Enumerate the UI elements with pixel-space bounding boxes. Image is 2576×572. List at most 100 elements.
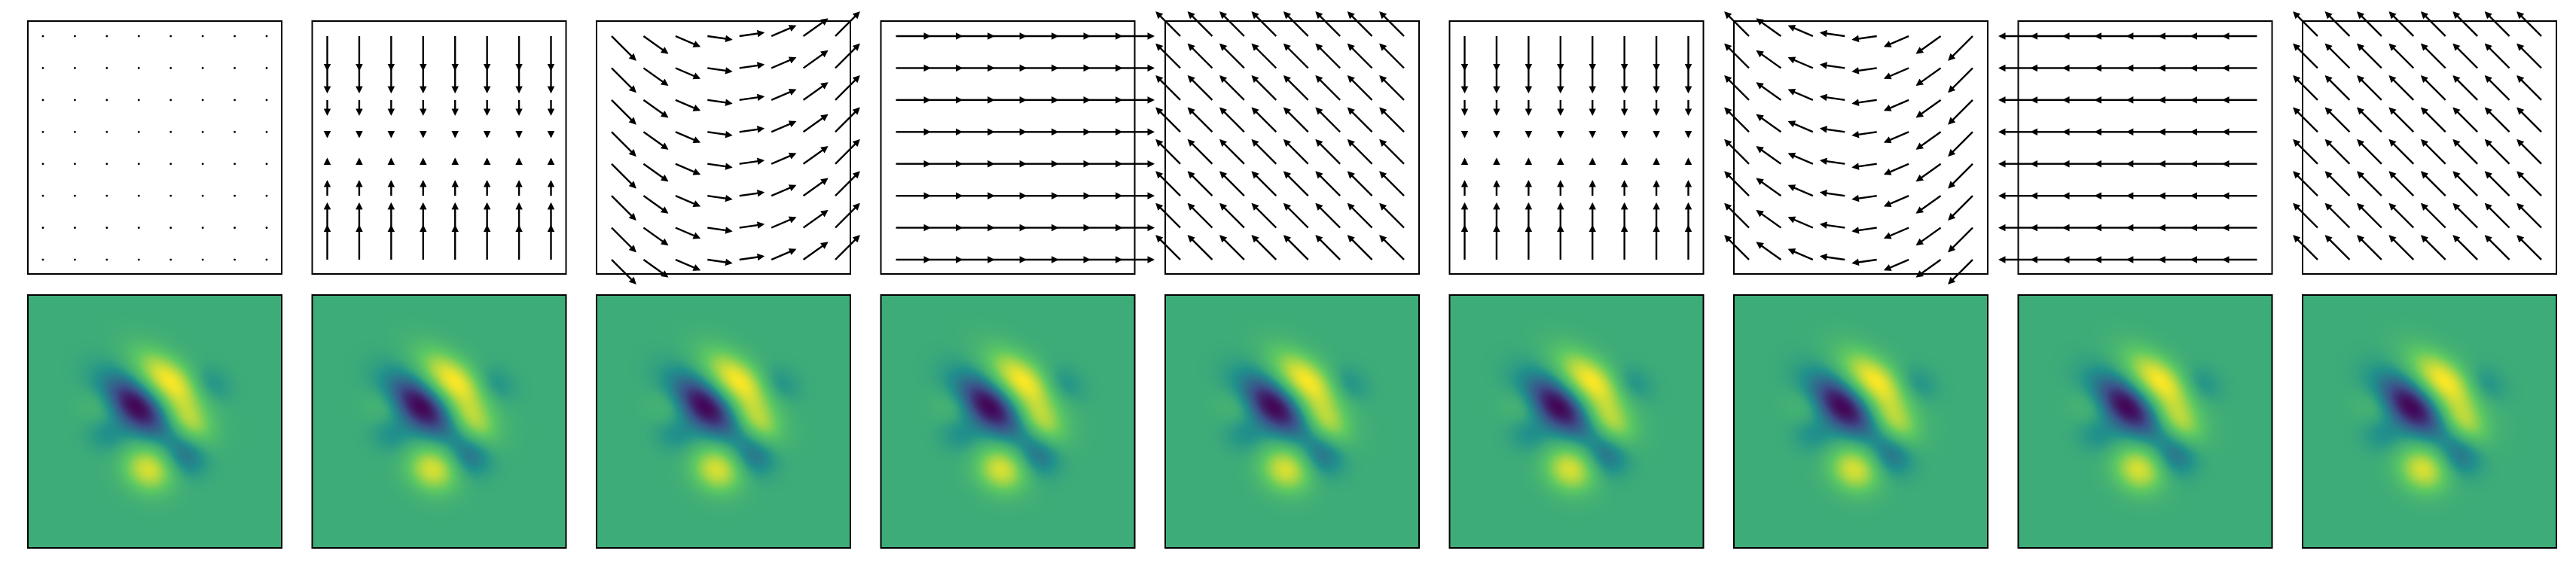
quiver-arrow [1819,62,1845,69]
quiver-dot [105,35,108,38]
quiver-arrow [1187,202,1213,229]
quiver-arrow [1819,189,1845,197]
quiver-arrow [739,189,765,197]
quiver-arrow [2452,235,2478,260]
quiver-arrow [1315,138,1341,165]
quiver-arrow [1724,11,1750,37]
quiver-arrow [2484,11,2510,37]
heatmap-panel-frame [1448,294,1705,549]
quiver-dot [74,258,76,261]
quiver-arrow [707,130,733,138]
quiver-arrow [1915,35,1942,54]
quiver-dot [201,130,204,133]
quiver-dot [265,67,268,69]
quiver-arrow [1883,195,1909,208]
quiver-arrow [802,242,829,260]
quiver-arrow [2388,171,2415,196]
quiver-dot [201,163,204,166]
quiver-arrow [1155,43,1181,69]
heatmap-panel-6 [1448,294,1705,549]
quiver-arrow [1756,82,1782,101]
quiver-arrow [1251,202,1277,229]
quiver-arrow [2452,202,2478,229]
quiver-arrow [1251,107,1277,133]
quiver-arrow [771,152,797,165]
quiver-arrow [2324,75,2351,101]
quiver-arrow [2484,235,2510,260]
quiver-arrow [707,67,733,75]
quiver-dot [137,227,140,229]
heatmap-panel-frame [1733,294,1988,549]
heatmap-image [1449,295,1704,548]
quiver-arrow [1787,152,1814,165]
quiver-arrow [2324,235,2351,260]
quiver-arrow [1379,235,1405,260]
quiver-arrow [2420,75,2446,101]
quiver-dot [41,258,44,261]
quiver-arrow [1819,221,1845,229]
quiver-arrow [802,209,829,229]
quiver-dot [169,194,172,197]
quiver-arrow [642,195,669,214]
quiver-arrow [739,253,765,261]
quiver-arrow [802,82,829,101]
quiver-dot [74,163,76,166]
quiver-arrow [1187,235,1213,260]
quiver-arrow [1155,138,1181,165]
heatmap-panel-frame [27,294,282,549]
quiver-arrow [1283,107,1309,133]
quiver-arrow [642,163,669,182]
quiver-arrow [642,67,669,87]
heatmap-panel-frame [1164,294,1420,549]
quiver-dot [233,35,236,38]
quiver-dot [105,130,108,133]
quiver-arrow [1283,75,1309,101]
quiver-arrow [675,131,701,144]
quiver-arrow [1756,114,1782,133]
quiver-dot [74,67,76,69]
quiver-arrow [2356,171,2382,196]
quiver-dot [137,163,140,166]
heatmap-image [1165,295,1419,548]
quiver-arrow [1347,235,1373,260]
quiver-arrow [1347,107,1373,133]
quiver-arrow [1187,43,1213,69]
quiver-arrow [642,99,669,118]
quiver-arrow [1155,202,1181,229]
quiver-arrow [611,99,636,125]
quiver-arrow [675,99,701,111]
quiver-panel-6 [1448,20,1705,275]
quiver-arrow [1187,107,1213,133]
quiver-arrow [771,120,797,133]
quiver-arrow [2484,75,2510,101]
quiver-arrow [2293,75,2318,101]
quiver-arrow [2452,75,2478,101]
quiver-dot [201,99,204,102]
quiver-arrow [835,75,860,101]
quiver-arrow [1187,11,1213,37]
quiver-dot [41,67,44,69]
quiver-arrow [2484,138,2510,165]
heatmap-image [2018,295,2272,548]
quiver-arrow [2516,202,2542,229]
quiver-dot [233,99,236,102]
quiver-dot [137,194,140,197]
quiver-arrow [2293,107,2318,133]
quiver-dot [74,194,76,197]
quiver-arrow [1347,171,1373,196]
quiver-arrow [2356,202,2382,229]
quiver-panel-9 [2293,11,2557,275]
quiver-dot [265,258,268,261]
quiver-row [27,11,2557,284]
quiver-arrow [2452,107,2478,133]
quiver-arrow [739,157,765,166]
quiver-arrow [1756,146,1782,165]
quiver-arrow [2420,43,2446,69]
quiver-arrow [1915,99,1942,118]
quiver-dot [74,130,76,133]
quiver-arrow [675,227,701,239]
heatmap-image [881,295,1135,548]
quiver-arrow [1347,43,1373,69]
quiver-arrow [1219,171,1245,196]
heatmap-image [28,295,282,548]
